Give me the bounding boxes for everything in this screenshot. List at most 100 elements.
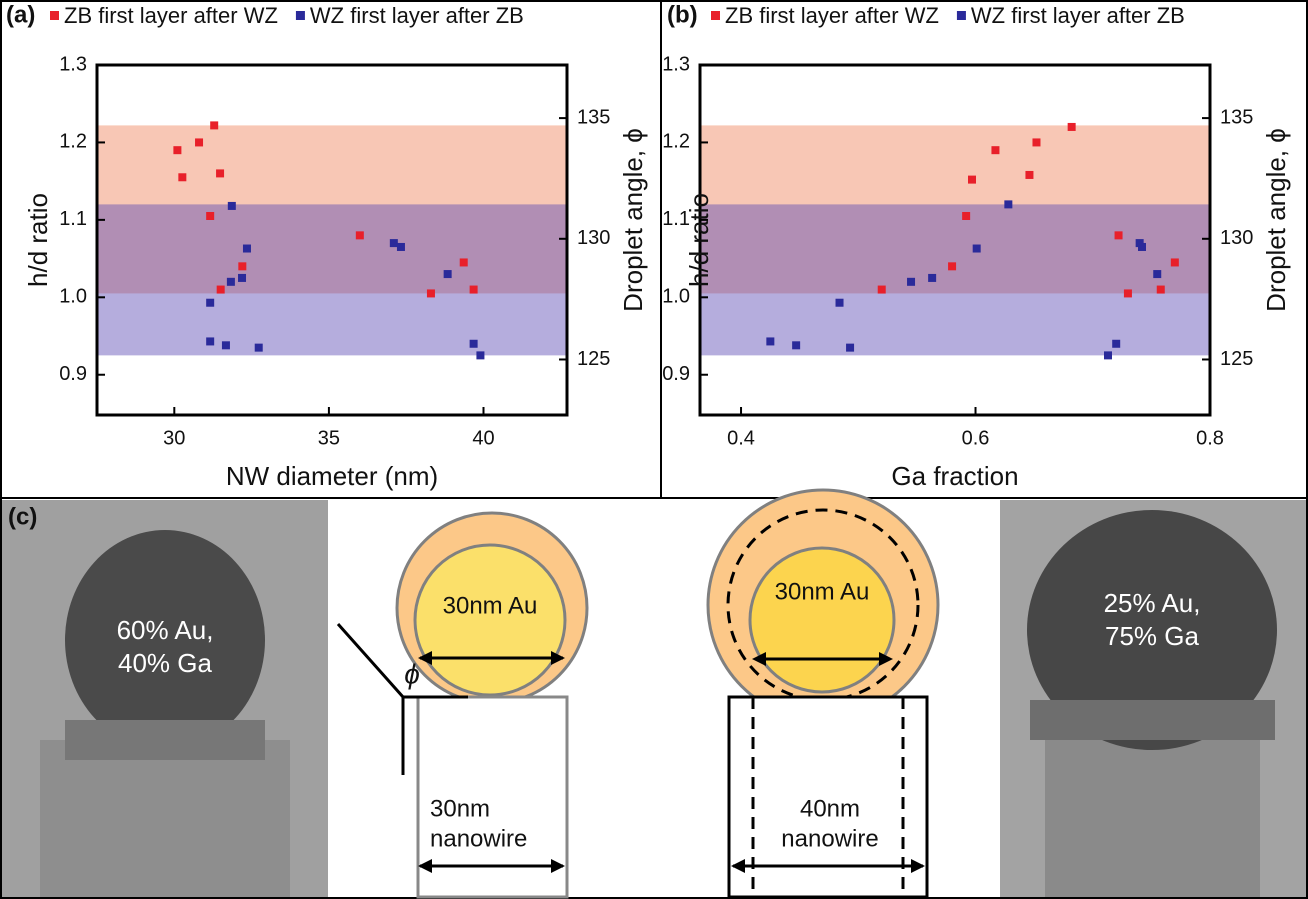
y-tick-label: 1.2 — [59, 131, 87, 153]
droplet-label: 30nm Au — [775, 578, 870, 605]
x-tick-label: 0.6 — [962, 427, 990, 449]
y-tick-label: 1.0 — [59, 286, 87, 308]
point — [178, 173, 187, 182]
band — [97, 204, 567, 356]
point — [968, 175, 976, 184]
y-tick-label: 1.3 — [662, 53, 690, 75]
legend-marker — [956, 11, 966, 20]
tem-interface — [65, 720, 265, 760]
arrowhead — [911, 859, 925, 873]
arrowhead — [551, 651, 565, 665]
panel-label: (c) — [8, 503, 37, 530]
point — [948, 262, 957, 271]
panel-label: (a) — [6, 1, 35, 28]
y-tick-label: 1.3 — [59, 53, 87, 75]
au-core — [748, 546, 896, 694]
tem-droplet — [1027, 510, 1277, 750]
y-tick-label: 1.2 — [662, 131, 690, 153]
point — [1004, 200, 1013, 209]
x-axis-label: Ga fraction — [891, 461, 1018, 491]
y2-tick-label: 125 — [577, 348, 610, 370]
au-core — [413, 543, 567, 697]
point — [1156, 285, 1165, 294]
point — [226, 277, 235, 286]
point — [1170, 258, 1179, 267]
y2-axis-label: Droplet angle, ϕ — [1261, 128, 1291, 312]
point — [1123, 289, 1132, 298]
point — [1104, 351, 1112, 360]
arrowhead — [418, 651, 432, 665]
point — [242, 244, 251, 253]
point — [962, 211, 971, 220]
point — [238, 273, 247, 282]
point — [877, 285, 886, 294]
point — [835, 298, 844, 307]
point — [766, 337, 775, 346]
y-tick-label: 0.9 — [662, 363, 690, 385]
y-tick-label: 1.1 — [662, 208, 690, 230]
point — [206, 298, 215, 307]
y2-tick-label: 130 — [1220, 227, 1253, 249]
x-tick-label: 0.4 — [727, 427, 755, 449]
point — [1153, 270, 1162, 279]
tem-wire — [40, 740, 290, 897]
nanowire — [727, 695, 929, 899]
y2-tick-label: 135 — [577, 106, 610, 128]
point — [389, 239, 398, 248]
point — [254, 343, 263, 352]
y-tick-label: 1.1 — [59, 208, 87, 230]
point — [928, 273, 937, 282]
composition: 60% Au, — [117, 615, 214, 645]
point — [443, 270, 452, 279]
tem-interface — [1030, 700, 1275, 740]
point — [1112, 339, 1121, 348]
point — [1067, 122, 1076, 131]
point — [907, 277, 916, 286]
droplet-label: 30nm Au — [443, 592, 538, 619]
legend-marker — [295, 11, 305, 20]
arrowhead — [752, 652, 766, 666]
composition: 75% Ga — [1105, 621, 1199, 651]
wire-label: nanowire — [430, 825, 527, 852]
point — [426, 289, 435, 298]
wire-label: 40nm — [800, 795, 860, 822]
legend-label: ZB first layer after WZ — [725, 3, 939, 28]
x-tick-label: 40 — [472, 427, 494, 449]
x-axis-label: NW diameter (nm) — [226, 461, 438, 491]
tem-droplet — [65, 530, 265, 750]
point — [216, 169, 225, 178]
plot-frame — [95, 63, 569, 417]
point — [1114, 231, 1123, 240]
point — [173, 146, 182, 155]
point — [469, 285, 478, 294]
point — [210, 121, 219, 130]
point — [221, 341, 230, 350]
y-tick-label: 0.9 — [59, 363, 87, 385]
legend-label: WZ first layer after ZB — [310, 3, 524, 28]
legend-marker — [711, 11, 720, 20]
point — [1138, 242, 1146, 251]
y-tick-label: 1.0 — [662, 286, 690, 308]
band — [700, 204, 1210, 356]
point — [1025, 170, 1034, 179]
point — [459, 258, 468, 267]
nanowire — [416, 695, 569, 899]
x-tick-label: 0.8 — [1196, 427, 1224, 449]
point — [972, 244, 981, 253]
arrowhead — [879, 652, 893, 666]
arrowhead — [731, 859, 745, 873]
angle-label: ϕ — [404, 658, 420, 689]
panel-label: (b) — [667, 1, 698, 28]
plot-frame — [698, 63, 1212, 417]
wire-label: nanowire — [781, 825, 878, 852]
point — [792, 341, 801, 350]
wire-label: 30nm — [430, 795, 490, 822]
legend-label: ZB first layer after WZ — [64, 3, 278, 28]
y-axis-label: h/d ratio — [23, 193, 53, 287]
legend-label: WZ first layer after ZB — [971, 3, 1185, 28]
point — [1032, 138, 1041, 147]
point — [195, 138, 204, 147]
point — [991, 146, 1000, 155]
